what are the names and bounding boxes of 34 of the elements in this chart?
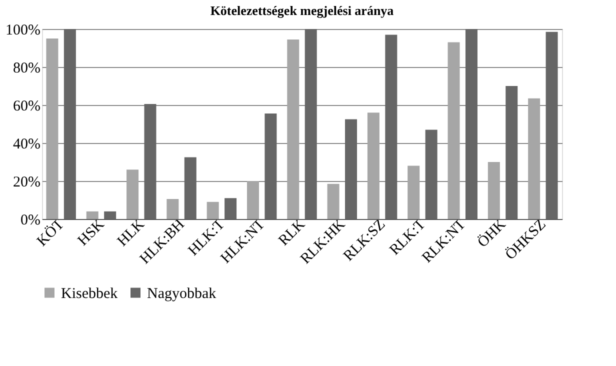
y-tick-label: 40% bbox=[13, 136, 40, 152]
bar bbox=[144, 104, 156, 219]
bar bbox=[448, 42, 460, 219]
bar bbox=[465, 29, 478, 219]
bar bbox=[64, 29, 76, 219]
bar bbox=[408, 166, 420, 219]
bar bbox=[488, 162, 500, 219]
bar bbox=[184, 157, 196, 219]
bar bbox=[224, 198, 237, 219]
bar bbox=[86, 211, 98, 219]
bar bbox=[206, 202, 219, 219]
bar bbox=[104, 211, 116, 219]
bar bbox=[166, 199, 179, 219]
y-tick-label: 100% bbox=[6, 22, 40, 38]
bar bbox=[304, 29, 317, 219]
bar bbox=[246, 181, 259, 219]
bar bbox=[367, 112, 380, 219]
bar bbox=[264, 114, 277, 219]
legend-label: Nagyobbak bbox=[147, 286, 217, 302]
bar bbox=[425, 130, 438, 219]
y-tick-label: 80% bbox=[13, 60, 40, 76]
bar bbox=[506, 86, 518, 219]
y-tick-label: 20% bbox=[13, 174, 40, 190]
bar bbox=[528, 98, 540, 219]
chart-title: Kötelezettségek megjelési aránya bbox=[210, 3, 394, 18]
bar bbox=[546, 32, 558, 219]
bar bbox=[385, 34, 398, 219]
bar bbox=[327, 184, 340, 219]
bar bbox=[345, 119, 358, 219]
legend-label: Kisebbek bbox=[61, 286, 118, 302]
y-tick-label: 60% bbox=[13, 98, 40, 114]
bar bbox=[46, 38, 58, 219]
bar bbox=[126, 170, 139, 219]
bar bbox=[287, 39, 300, 219]
